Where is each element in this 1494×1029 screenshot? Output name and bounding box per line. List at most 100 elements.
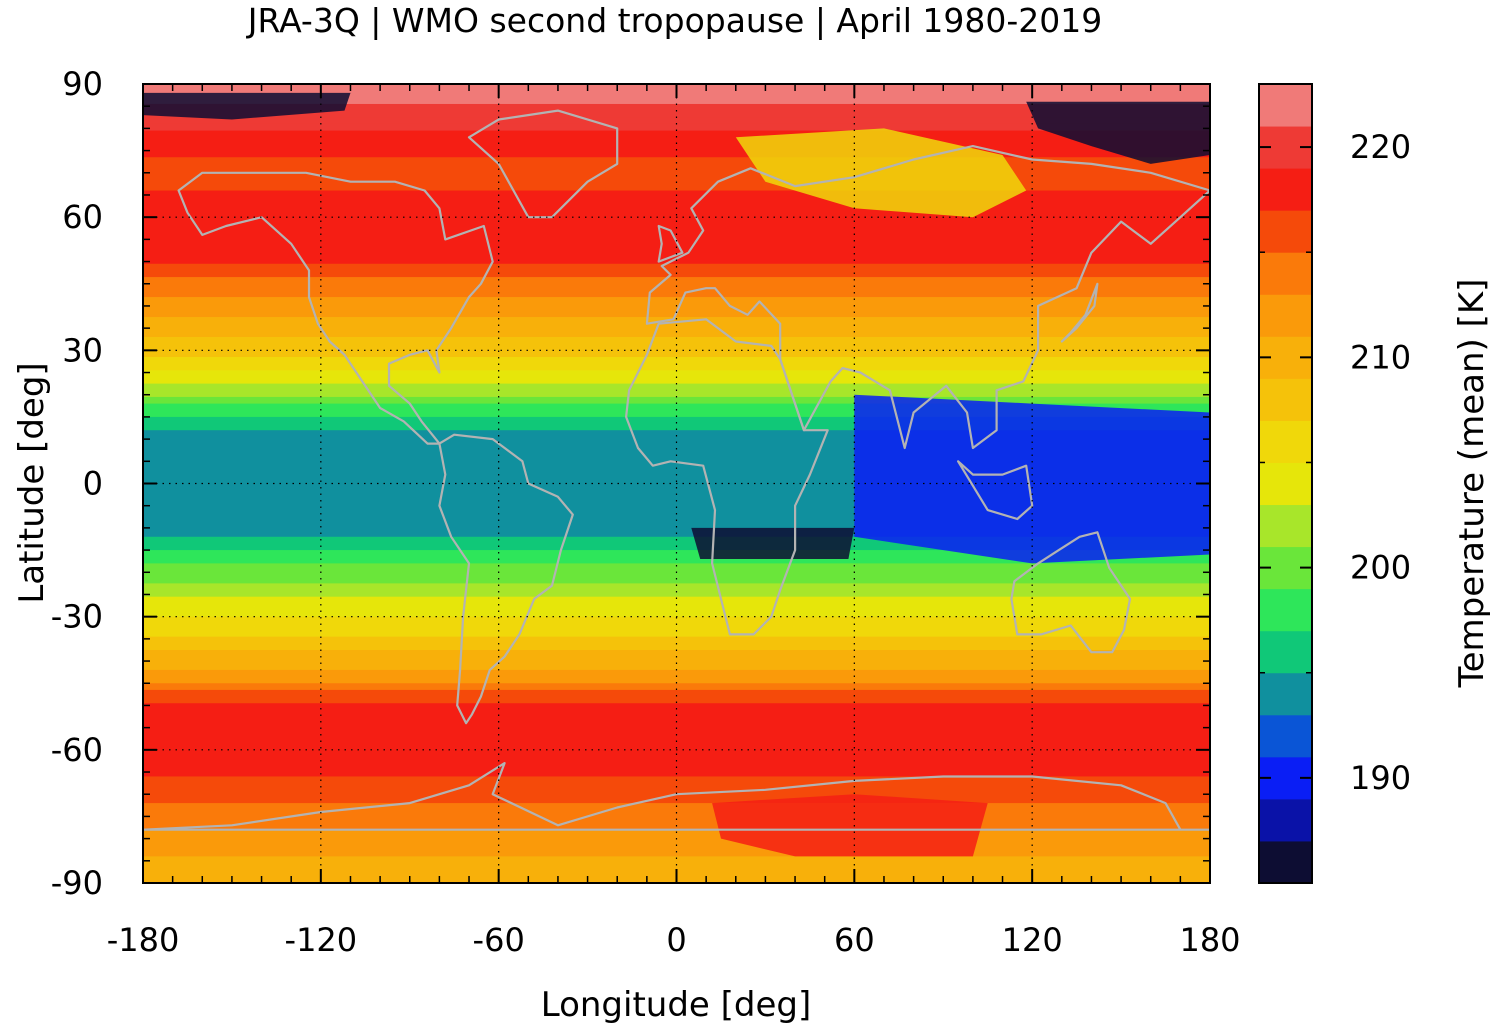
colorbar-swatch <box>1259 252 1312 295</box>
temperature-band <box>143 669 1210 678</box>
temperature-band <box>143 610 1210 618</box>
temperature-band <box>143 410 1210 418</box>
temperature-band <box>143 603 1210 611</box>
temperature-band <box>143 337 1210 345</box>
temperature-band <box>143 563 1210 571</box>
temperature-band <box>143 170 1210 178</box>
temperature-band <box>143 636 1210 644</box>
temperature-band <box>143 197 1210 205</box>
temperature-band <box>143 583 1210 591</box>
temperature-band <box>143 363 1210 371</box>
temperature-band <box>143 590 1210 598</box>
temperature-band <box>143 103 1210 112</box>
temperature-band <box>143 849 1210 857</box>
temperature-band <box>143 317 1210 325</box>
temperature-band <box>143 816 1210 824</box>
temperature-band <box>143 596 1210 604</box>
y-tick-label: -60 <box>51 731 103 769</box>
temperature-band <box>143 330 1210 338</box>
temperature-band <box>143 743 1210 751</box>
temperature-band <box>143 297 1210 305</box>
temperature-band <box>143 390 1210 398</box>
temperature-band <box>143 823 1210 831</box>
temperature-band <box>143 656 1210 664</box>
coastline <box>467 109 619 219</box>
temperature-band <box>143 476 1210 485</box>
temperature-band <box>143 183 1210 192</box>
coastline <box>177 171 494 445</box>
temperature-band <box>143 689 1210 698</box>
anomaly-patch <box>691 527 855 559</box>
coastline <box>657 224 684 263</box>
colorbar-tick-label: 200 <box>1350 549 1411 587</box>
temperature-band <box>143 283 1210 292</box>
colorbar <box>1259 84 1312 884</box>
colorbar-swatch <box>1259 504 1312 548</box>
temperature-band <box>143 323 1210 331</box>
temperature-band <box>143 383 1210 391</box>
temperature-band <box>143 463 1210 471</box>
temperature-band <box>143 190 1210 198</box>
temperature-band <box>143 649 1210 658</box>
temperature-band <box>143 570 1210 578</box>
anomaly-patch <box>854 394 1210 564</box>
temperature-band <box>143 856 1210 864</box>
temperature-band <box>143 550 1210 558</box>
y-axis-title: Latitude [deg] <box>12 362 52 603</box>
temperature-band <box>143 543 1210 551</box>
x-tick-label: -120 <box>285 921 358 959</box>
temperature-band <box>143 163 1210 172</box>
temperature-band <box>143 703 1210 711</box>
y-tick-label: -90 <box>51 864 103 902</box>
temperature-band <box>143 863 1210 871</box>
grid-lines <box>143 84 1210 883</box>
temperature-band <box>143 696 1210 704</box>
colorbar-tick-label: 210 <box>1350 338 1411 376</box>
temperature-band <box>143 123 1210 132</box>
anomaly-patch <box>143 92 351 120</box>
colorbar-swatch <box>1259 714 1312 758</box>
temperature-band <box>143 157 1210 165</box>
temperature-band <box>143 623 1210 631</box>
temperature-band <box>143 643 1210 651</box>
temperature-band <box>143 403 1210 411</box>
y-axis: 90 60 30 0 -30 -60 -90 <box>51 65 1210 902</box>
x-axis-title: Longitude [deg] <box>541 985 812 1025</box>
temperature-band <box>143 843 1210 851</box>
temperature-band <box>143 729 1210 738</box>
colorbar-swatch <box>1259 840 1312 884</box>
coastline <box>438 433 574 725</box>
temperature-band <box>143 416 1210 425</box>
y-tick-label: 0 <box>83 465 103 503</box>
temperature-anomalies <box>143 92 1210 857</box>
coastline <box>1010 531 1132 654</box>
x-tick-label: -180 <box>107 921 180 959</box>
x-tick-label: 180 <box>1179 921 1240 959</box>
temperature-band <box>143 110 1210 118</box>
temperature-band <box>143 749 1210 758</box>
temperature-band <box>143 97 1210 105</box>
temperature-band <box>143 629 1210 638</box>
colorbar-swatch <box>1259 630 1312 674</box>
colorbar-swatch <box>1259 672 1312 716</box>
y-tick-label: 90 <box>62 65 103 103</box>
temperature-band <box>143 450 1210 458</box>
y-tick-label: -30 <box>51 598 103 636</box>
y-tick-label: 30 <box>62 331 103 369</box>
colorbar-swatch <box>1259 462 1312 506</box>
colorbar-swatch <box>1259 798 1312 842</box>
colorbar-ticks: 190 200 210 220 <box>1259 128 1411 884</box>
temperature-band <box>143 736 1210 744</box>
temperature-band <box>143 716 1210 724</box>
colorbar-title: Temperature (mean) [K] <box>1452 279 1492 689</box>
colorbar-swatch <box>1259 210 1312 253</box>
temperature-band <box>143 143 1210 152</box>
temperature-band <box>143 443 1210 451</box>
temperature-band <box>143 343 1210 351</box>
colorbar-swatch <box>1259 294 1312 337</box>
temperature-band <box>143 150 1210 158</box>
coastline <box>956 460 1034 521</box>
temperature-band <box>143 430 1210 438</box>
temperature-band <box>143 723 1210 731</box>
